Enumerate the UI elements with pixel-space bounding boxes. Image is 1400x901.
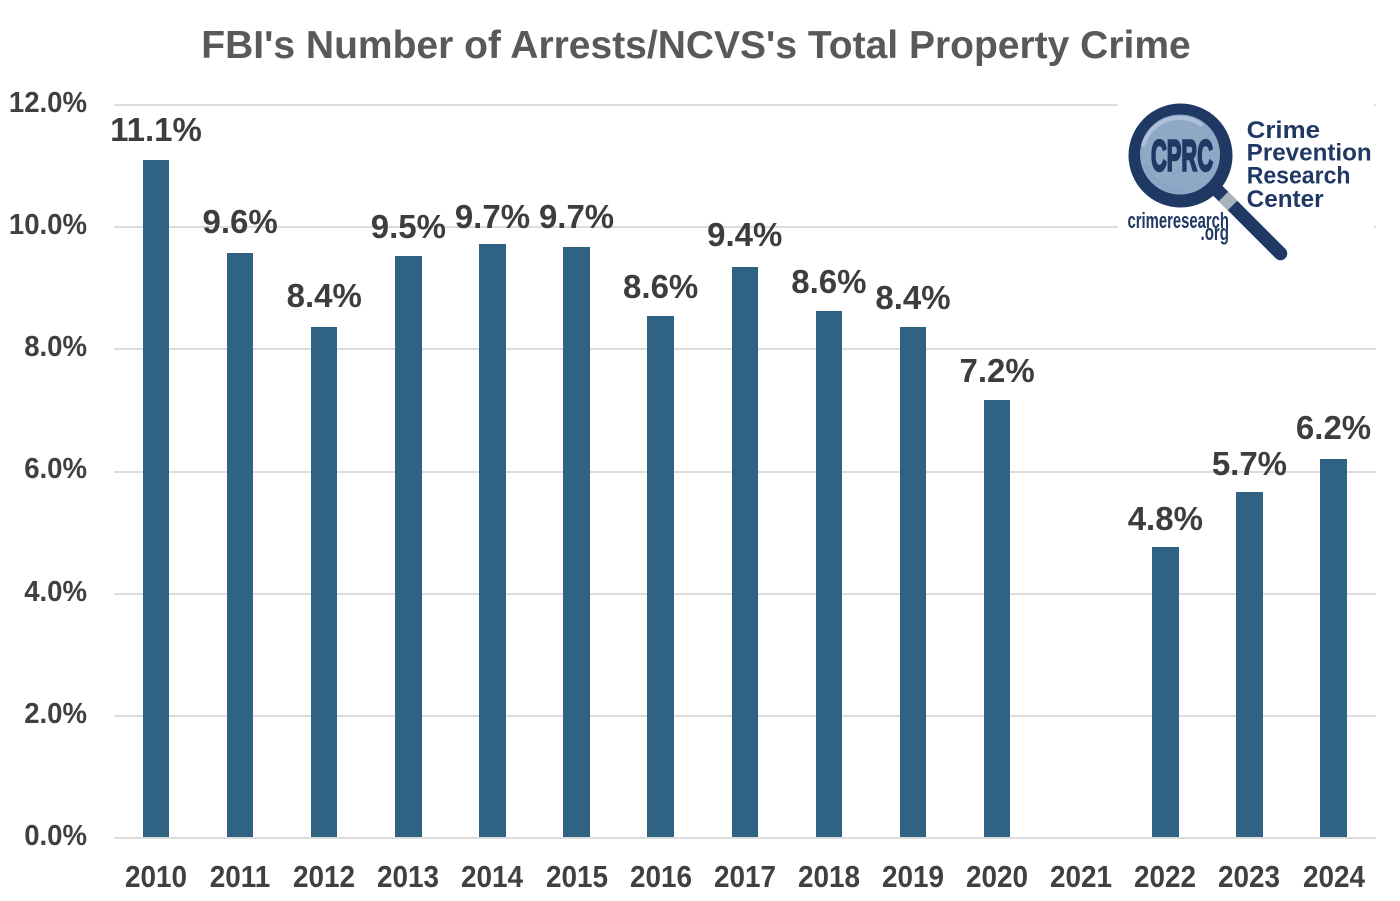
svg-text:Research: Research [1247, 163, 1351, 190]
svg-text:Center: Center [1247, 186, 1324, 213]
svg-text:CPRC: CPRC [1151, 132, 1213, 181]
svg-text:crimeresearch: crimeresearch [1128, 208, 1230, 233]
svg-text:Crime: Crime [1247, 117, 1320, 144]
svg-text:.org: .org [1201, 220, 1230, 245]
svg-text:Prevention: Prevention [1247, 140, 1372, 167]
